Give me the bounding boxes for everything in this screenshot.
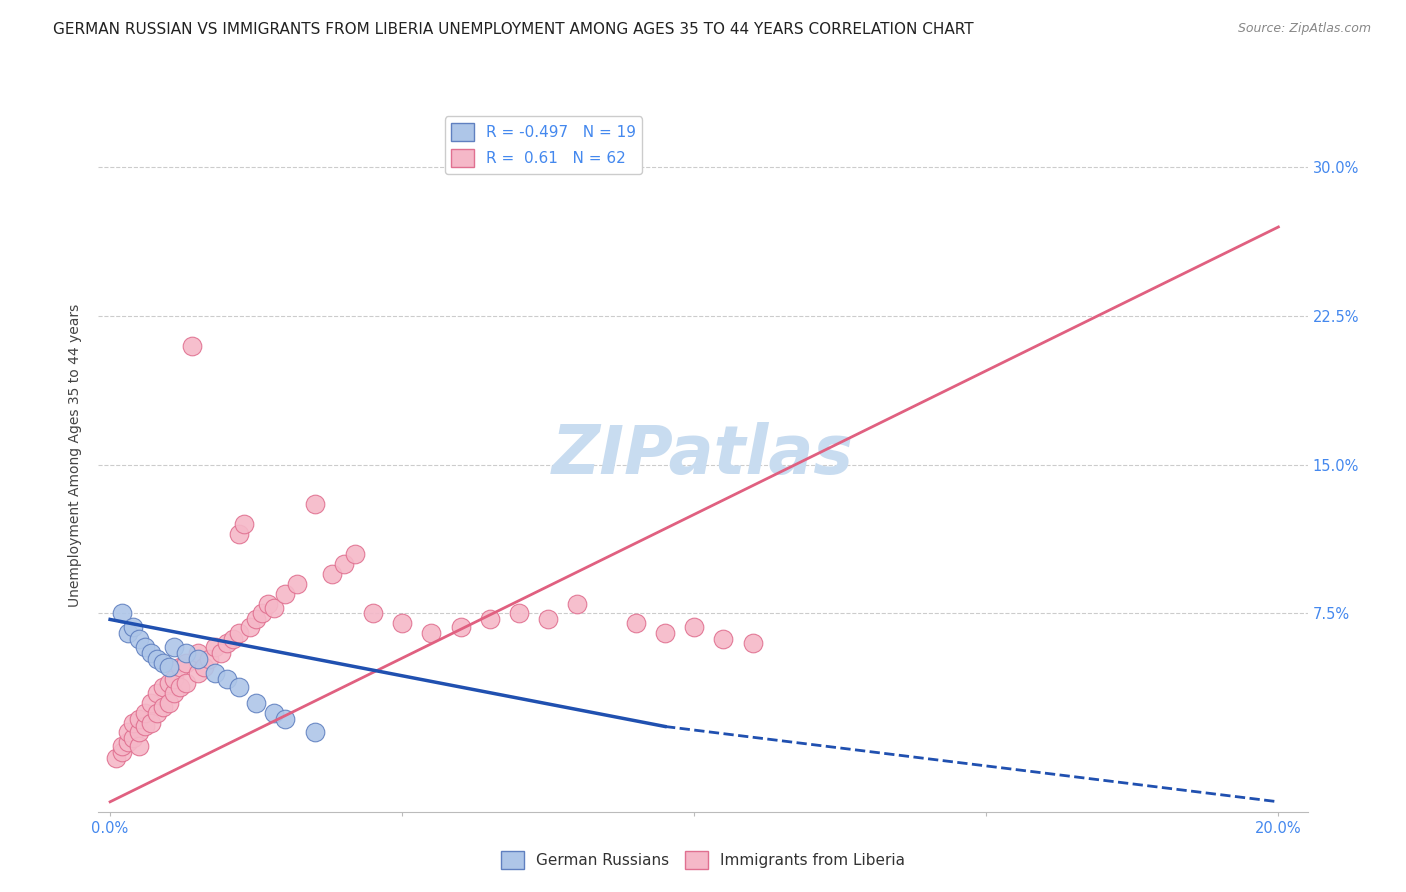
Point [128,712,150,726]
Point [174,676,197,690]
Point [263,600,285,615]
Point [157,676,180,690]
Point [741,636,763,650]
Point [683,620,706,634]
Point [111,739,134,754]
Point [250,607,273,621]
Point [228,680,250,694]
Point [117,735,139,749]
Point [134,719,156,733]
Point [163,640,186,655]
Point [104,751,127,765]
Point [508,607,530,621]
Point [157,660,180,674]
Point [245,612,267,626]
Point [713,632,735,647]
Point [187,665,209,680]
Point [163,686,186,700]
Point [139,715,162,730]
Point [344,547,367,561]
Point [193,660,215,674]
Point [128,725,150,739]
Point [169,680,191,694]
Point [174,646,197,660]
Text: ZIPatlas: ZIPatlas [553,422,853,488]
Point [111,745,134,759]
Point [450,620,472,634]
Point [245,696,267,710]
Point [128,739,150,754]
Point [134,706,156,720]
Point [304,725,326,739]
Point [304,498,326,512]
Point [209,646,232,660]
Point [198,652,221,666]
Point [215,672,238,686]
Y-axis label: Unemployment Among Ages 35 to 44 years: Unemployment Among Ages 35 to 44 years [69,303,83,607]
Point [180,339,202,353]
Point [239,620,262,634]
Text: GERMAN RUSSIAN VS IMMIGRANTS FROM LIBERIA UNEMPLOYMENT AMONG AGES 35 TO 44 YEARS: GERMAN RUSSIAN VS IMMIGRANTS FROM LIBERI… [53,22,974,37]
Point [285,576,308,591]
Point [152,680,174,694]
Point [222,632,245,647]
Point [117,626,139,640]
Point [478,612,501,626]
Point [228,626,250,640]
Point [332,557,354,571]
Point [139,696,162,710]
Point [117,725,139,739]
Point [152,699,174,714]
Point [321,566,343,581]
Text: Source: ZipAtlas.com: Source: ZipAtlas.com [1237,22,1371,36]
Point [157,696,180,710]
Point [146,652,169,666]
Point [169,660,191,674]
Point [187,646,209,660]
Point [263,706,285,720]
Point [122,731,145,746]
Point [187,652,209,666]
Point [152,656,174,670]
Point [163,672,186,686]
Point [204,665,226,680]
Legend: German Russians, Immigrants from Liberia: German Russians, Immigrants from Liberia [495,845,911,875]
Point [274,712,297,726]
Point [122,620,145,634]
Point [146,706,169,720]
Point [654,626,676,640]
Point [420,626,443,640]
Point [146,686,169,700]
Point [122,715,145,730]
Point [361,607,384,621]
Point [139,646,162,660]
Point [128,632,150,647]
Legend: R = -0.497   N = 19, R =  0.61   N = 62: R = -0.497 N = 19, R = 0.61 N = 62 [444,117,643,174]
Point [274,587,297,601]
Point [567,597,589,611]
Point [256,597,278,611]
Point [134,640,156,655]
Point [215,636,238,650]
Point [174,656,197,670]
Point [111,607,134,621]
Point [624,616,647,631]
Point [537,612,560,626]
Point [391,616,413,631]
Point [233,517,256,532]
Point [228,527,250,541]
Point [204,640,226,655]
